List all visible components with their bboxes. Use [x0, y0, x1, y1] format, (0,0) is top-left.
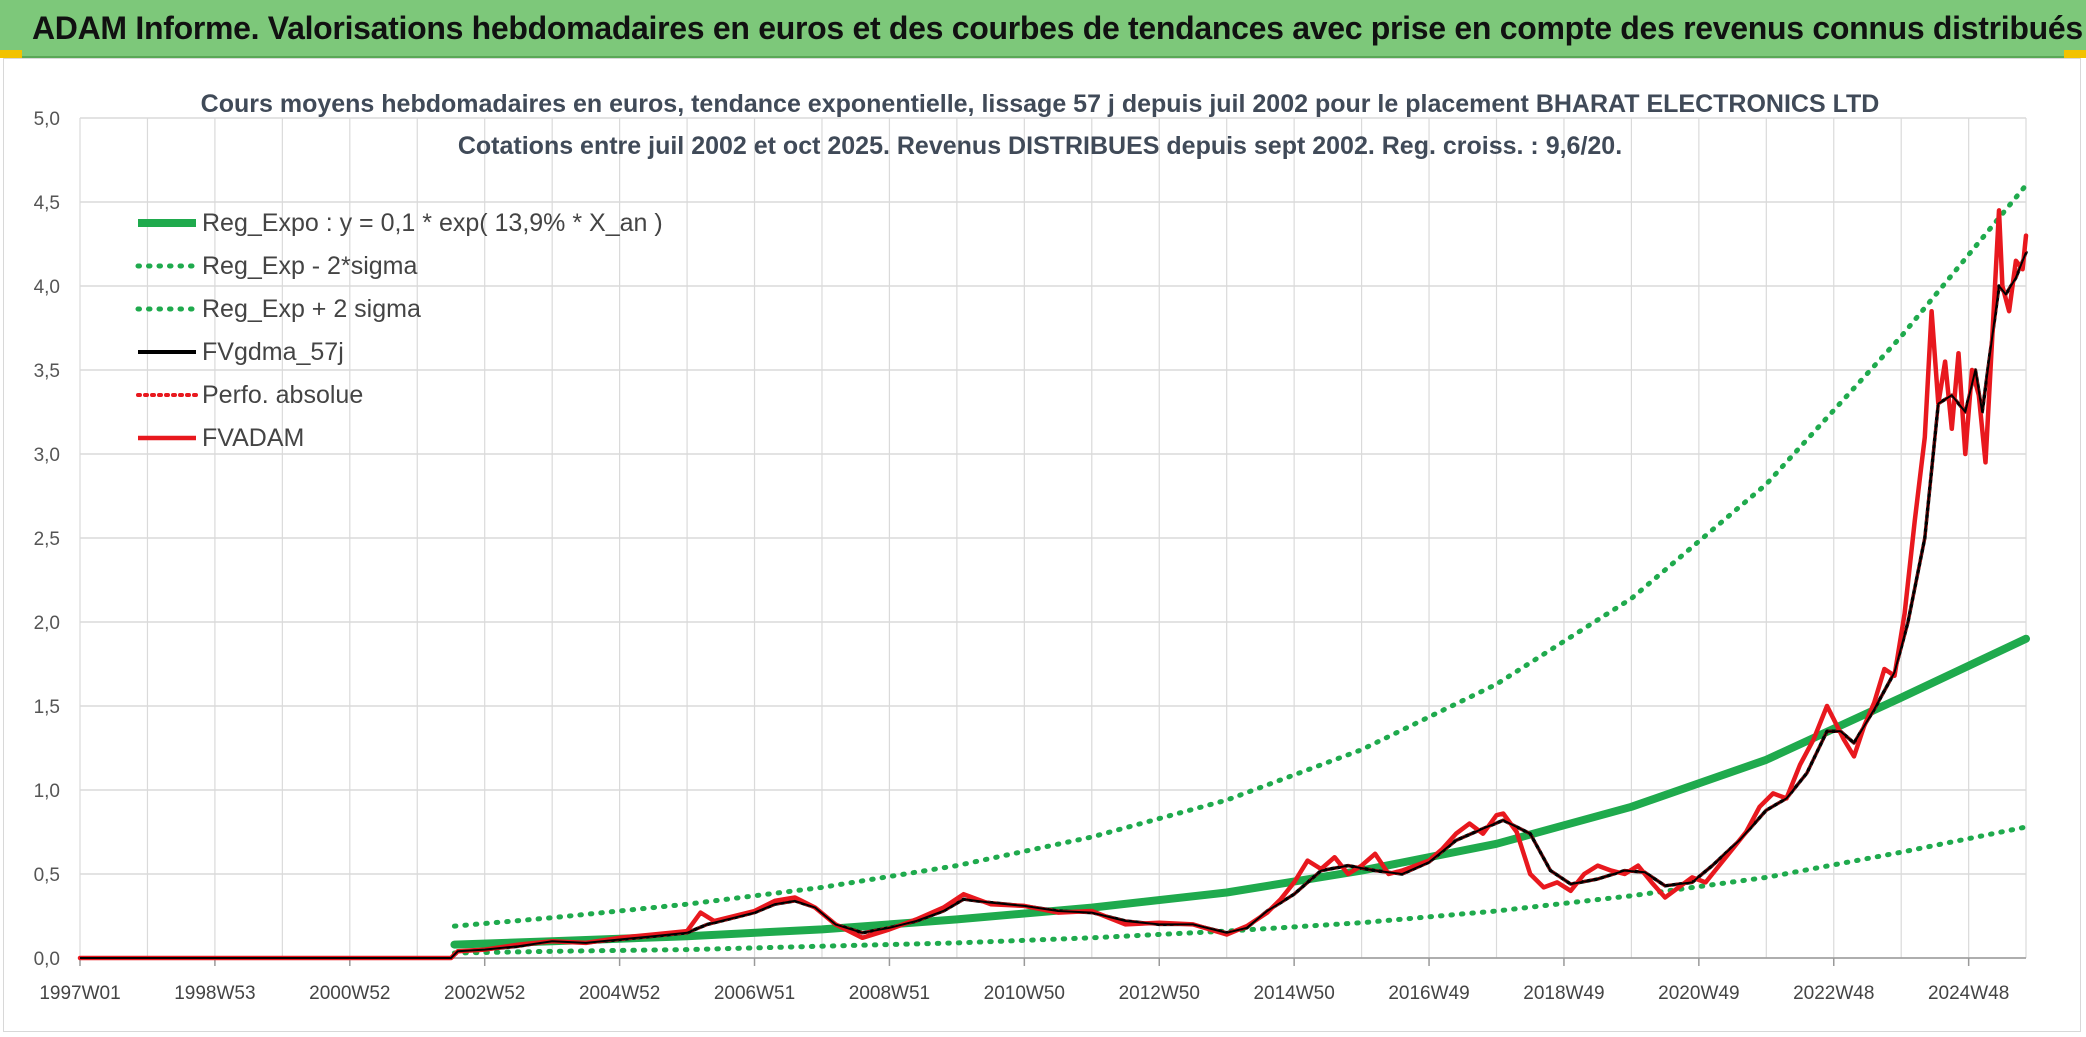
x-tick-label: 1997W01 [39, 983, 120, 1004]
chart-frame [3, 58, 2081, 1032]
x-tick-label: 2020W49 [1658, 983, 1739, 1004]
y-tick-label: 0,5 [34, 865, 60, 886]
report-banner: ADAM Informe. Valorisations hebdomadaire… [0, 0, 2086, 58]
legend-label-0: Reg_Expo : y = 0,1 * exp( 13,9% * X_an ) [202, 209, 663, 237]
x-tick-label: 2018W49 [1523, 983, 1604, 1004]
corner-accent-left [0, 50, 22, 58]
y-tick-label: 0,0 [34, 949, 60, 970]
legend-label-2: Reg_Exp + 2 sigma [202, 295, 421, 323]
x-tick-label: 2012W50 [1119, 983, 1200, 1004]
y-tick-label: 5,0 [34, 109, 60, 130]
legend-label-1: Reg_Exp - 2*sigma [202, 252, 417, 280]
x-tick-label: 2024W48 [1928, 983, 2009, 1004]
y-tick-label: 1,5 [34, 697, 60, 718]
y-tick-label: 1,0 [34, 781, 60, 802]
x-tick-label: 2010W50 [984, 983, 1065, 1004]
legend-label-4: Perfo. absolue [202, 381, 363, 409]
x-tick-label: 2002W52 [444, 983, 525, 1004]
x-tick-label: 2008W51 [849, 983, 930, 1004]
series-line-0 [450, 634, 2030, 949]
series-line-3 [78, 250, 2028, 960]
y-tick-label: 4,5 [34, 193, 60, 214]
series-line-2 [451, 182, 2029, 929]
legend-label-5: FVADAM [202, 424, 304, 452]
chart-subtitle: Cotations entre juil 2002 et oct 2025. R… [458, 132, 1622, 160]
y-tick-label: 2,0 [34, 613, 60, 634]
series-line-1 [451, 824, 2029, 956]
chart-title: Cours moyens hebdomadaires en euros, ten… [201, 90, 1880, 118]
x-tick-label: 2006W51 [714, 983, 795, 1004]
chart-axes: 0,0 0,5 1,0 1,5 2,0 2,5 3,0 3,5 4,0 4,5 5,0 1997W01… [34, 109, 2026, 1004]
chart-legend: Reg_Expo : y = 0,1 * exp( 13,9% * X_an )… [135, 209, 663, 452]
x-tick-label: 2022W48 [1793, 983, 1874, 1004]
y-tick-label: 3,5 [34, 361, 60, 382]
y-tick-label: 3,0 [34, 445, 60, 466]
x-tick-label: 1998W53 [174, 983, 255, 1004]
chart-series [77, 182, 2030, 961]
x-tick-label: 2000W52 [309, 983, 390, 1004]
series-line-fvgdma-overlay [80, 252, 2027, 959]
legend-label-3: FVgdma_57j [202, 338, 344, 366]
report-title: ADAM Informe. Valorisations hebdomadaire… [32, 10, 2083, 46]
y-tick-label: 4,0 [34, 277, 60, 298]
series-line-4 [78, 250, 2028, 960]
corner-accent-right [2064, 50, 2086, 58]
x-tick-label: 2004W52 [579, 983, 660, 1004]
y-tick-label: 2,5 [34, 529, 60, 550]
chart-grid [79, 117, 2027, 959]
x-tick-label: 2016W49 [1388, 983, 1469, 1004]
x-tick-label: 2014W50 [1253, 983, 1334, 1004]
